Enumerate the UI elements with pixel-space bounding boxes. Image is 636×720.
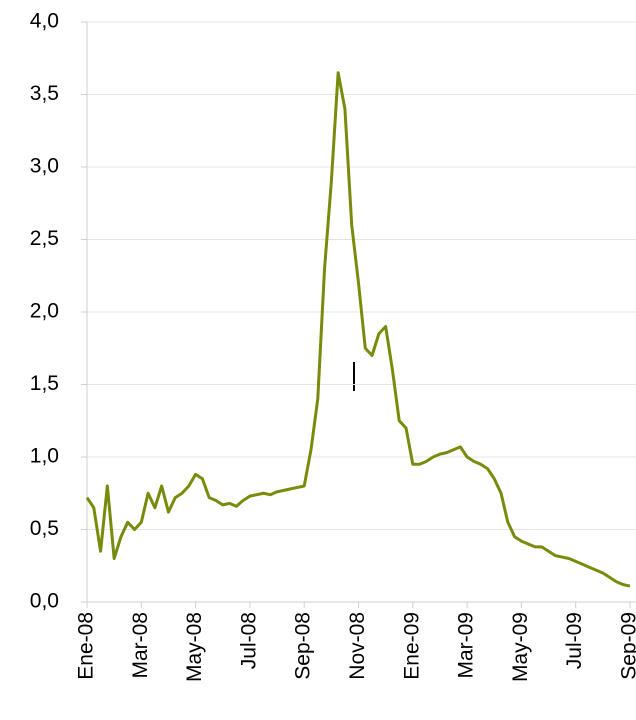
y-tick-label: 2,5 [30, 227, 59, 250]
y-tick-label: 0,5 [30, 517, 59, 540]
x-tick-label: Sep-08 [292, 612, 315, 680]
y-tick-label: 1,0 [30, 445, 59, 468]
y-tick-label: 2,0 [30, 300, 59, 323]
y-tick-label: 1,5 [30, 372, 59, 395]
x-tick-label: Sep-09 [618, 612, 636, 680]
x-tick-label: Jul-08 [237, 612, 260, 669]
x-tick-label: May-08 [183, 612, 206, 682]
x-tick-label: May-09 [509, 612, 532, 682]
x-tick-label: Ene-09 [400, 612, 423, 680]
x-tick-label: Mar-09 [455, 612, 478, 679]
x-tick-label: Mar-08 [129, 612, 152, 679]
x-tick-label: Jul-09 [563, 612, 586, 669]
y-tick-label: 0,0 [30, 590, 59, 613]
x-tick-label: Nov-08 [346, 612, 369, 680]
y-tick-label: 4,0 [30, 10, 59, 33]
y-tick-label: 3,5 [30, 82, 59, 105]
x-tick-label: Ene-08 [75, 612, 98, 680]
line [85, 71, 631, 588]
y-tick-label: 3,0 [30, 155, 59, 178]
